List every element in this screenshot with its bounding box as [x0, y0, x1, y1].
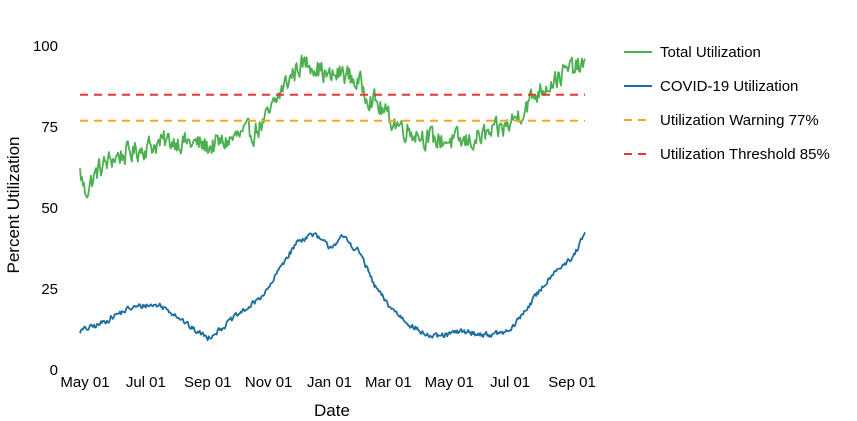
legend-item-covid-19-utilization: COVID-19 Utilization [624, 78, 798, 95]
x-tick-label: May 01 [425, 374, 474, 391]
legend-item-total-utilization: Total Utilization [624, 44, 761, 61]
x-tick-label: Mar 01 [365, 374, 412, 391]
x-axis-title: Date [314, 401, 350, 420]
legend: Total Utilization COVID-19 Utilization Uti… [624, 44, 830, 163]
legend-item-utilization-threshold-85: Utilization Threshold 85% [624, 146, 830, 163]
y-tick-label: 0 [50, 362, 58, 379]
legend-label: COVID-19 Utilization [660, 78, 798, 95]
x-tick-label: May 01 [60, 374, 109, 391]
x-tick-label: Sep 01 [184, 374, 232, 391]
total-utilization-line [79, 54, 586, 199]
covid-19-utilization-line [79, 232, 586, 342]
x-tick-label: Sep 01 [548, 374, 596, 391]
legend-item-utilization-warning-77: Utilization Warning 77% [624, 112, 819, 129]
plot-area [79, 54, 586, 342]
x-tick-label: Jul 01 [490, 374, 530, 391]
legend-label: Utilization Threshold 85% [660, 146, 830, 163]
y-axis-title: Percent Utilization [4, 136, 23, 273]
y-tick-label: 50 [41, 200, 58, 217]
legend-label: Utilization Warning 77% [660, 112, 819, 129]
x-tick-label: Jul 01 [126, 374, 166, 391]
y-axis: 0 25 50 75 100 [33, 38, 58, 379]
legend-label: Total Utilization [660, 44, 761, 61]
x-axis: May 01 Jul 01 Sep 01 Nov 01 Jan 01 Mar 01 May … [60, 374, 595, 391]
y-tick-label: 75 [41, 119, 58, 136]
x-tick-label: Jan 01 [307, 374, 352, 391]
y-tick-label: 25 [41, 281, 58, 298]
x-tick-label: Nov 01 [245, 374, 293, 391]
y-tick-label: 100 [33, 38, 58, 55]
